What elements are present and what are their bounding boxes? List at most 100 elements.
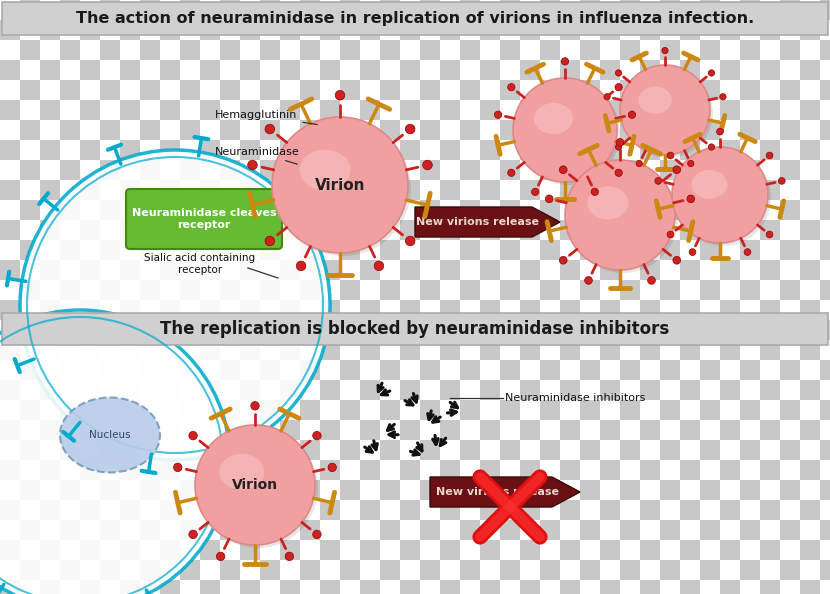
- Bar: [580, 120, 600, 140]
- Bar: [700, 260, 720, 280]
- Circle shape: [565, 160, 675, 270]
- Bar: [440, 340, 460, 360]
- Bar: [320, 580, 340, 594]
- Bar: [760, 360, 780, 380]
- Bar: [260, 40, 280, 60]
- Bar: [100, 460, 120, 480]
- Circle shape: [673, 257, 681, 264]
- Bar: [60, 440, 80, 460]
- Ellipse shape: [638, 87, 672, 113]
- Bar: [780, 520, 800, 540]
- Bar: [420, 240, 440, 260]
- Bar: [660, 560, 680, 580]
- Bar: [740, 360, 760, 380]
- Bar: [520, 480, 540, 500]
- Bar: [760, 420, 780, 440]
- Bar: [60, 360, 80, 380]
- Bar: [500, 440, 520, 460]
- Bar: [460, 280, 480, 300]
- Bar: [120, 160, 140, 180]
- Bar: [420, 60, 440, 80]
- Bar: [100, 420, 120, 440]
- Bar: [720, 0, 740, 20]
- Bar: [0, 360, 20, 380]
- Bar: [180, 420, 200, 440]
- Bar: [680, 360, 700, 380]
- Bar: [500, 560, 520, 580]
- Bar: [140, 300, 160, 320]
- Bar: [540, 520, 560, 540]
- Bar: [20, 380, 40, 400]
- Bar: [820, 300, 830, 320]
- Bar: [480, 120, 500, 140]
- Circle shape: [604, 94, 610, 100]
- Bar: [340, 300, 360, 320]
- Circle shape: [667, 152, 674, 159]
- Bar: [560, 80, 580, 100]
- Bar: [620, 260, 640, 280]
- Bar: [640, 160, 660, 180]
- Bar: [480, 20, 500, 40]
- Circle shape: [616, 138, 624, 146]
- Bar: [40, 480, 60, 500]
- Bar: [360, 220, 380, 240]
- Bar: [80, 300, 100, 320]
- Bar: [400, 20, 420, 40]
- Bar: [580, 340, 600, 360]
- Bar: [420, 100, 440, 120]
- Bar: [400, 280, 420, 300]
- Bar: [580, 480, 600, 500]
- Bar: [800, 500, 820, 520]
- Circle shape: [667, 231, 674, 238]
- Bar: [700, 340, 720, 360]
- Bar: [200, 60, 220, 80]
- Bar: [240, 40, 260, 60]
- Bar: [620, 280, 640, 300]
- Bar: [120, 320, 140, 340]
- Bar: [280, 460, 300, 480]
- Bar: [360, 340, 380, 360]
- Bar: [280, 580, 300, 594]
- Bar: [240, 280, 260, 300]
- Bar: [720, 340, 740, 360]
- Bar: [340, 280, 360, 300]
- Bar: [640, 460, 660, 480]
- Bar: [560, 420, 580, 440]
- Bar: [400, 100, 420, 120]
- Bar: [380, 500, 400, 520]
- Bar: [300, 140, 320, 160]
- Bar: [80, 0, 100, 20]
- Bar: [60, 200, 80, 220]
- Bar: [480, 540, 500, 560]
- Bar: [780, 260, 800, 280]
- Bar: [700, 80, 720, 100]
- Bar: [160, 540, 180, 560]
- Bar: [200, 120, 220, 140]
- Bar: [380, 140, 400, 160]
- Bar: [780, 60, 800, 80]
- Bar: [680, 280, 700, 300]
- Bar: [640, 220, 660, 240]
- Bar: [100, 100, 120, 120]
- Bar: [300, 340, 320, 360]
- Bar: [0, 240, 20, 260]
- Circle shape: [584, 277, 593, 285]
- Bar: [240, 540, 260, 560]
- Bar: [720, 300, 740, 320]
- Bar: [520, 460, 540, 480]
- Bar: [600, 160, 620, 180]
- Bar: [0, 260, 20, 280]
- Bar: [200, 300, 220, 320]
- Bar: [800, 160, 820, 180]
- Bar: [120, 540, 140, 560]
- Bar: [600, 0, 620, 20]
- Bar: [460, 580, 480, 594]
- Bar: [500, 240, 520, 260]
- Bar: [540, 380, 560, 400]
- Bar: [220, 300, 240, 320]
- Bar: [20, 340, 40, 360]
- Bar: [320, 260, 340, 280]
- Bar: [500, 120, 520, 140]
- Bar: [400, 380, 420, 400]
- Bar: [340, 520, 360, 540]
